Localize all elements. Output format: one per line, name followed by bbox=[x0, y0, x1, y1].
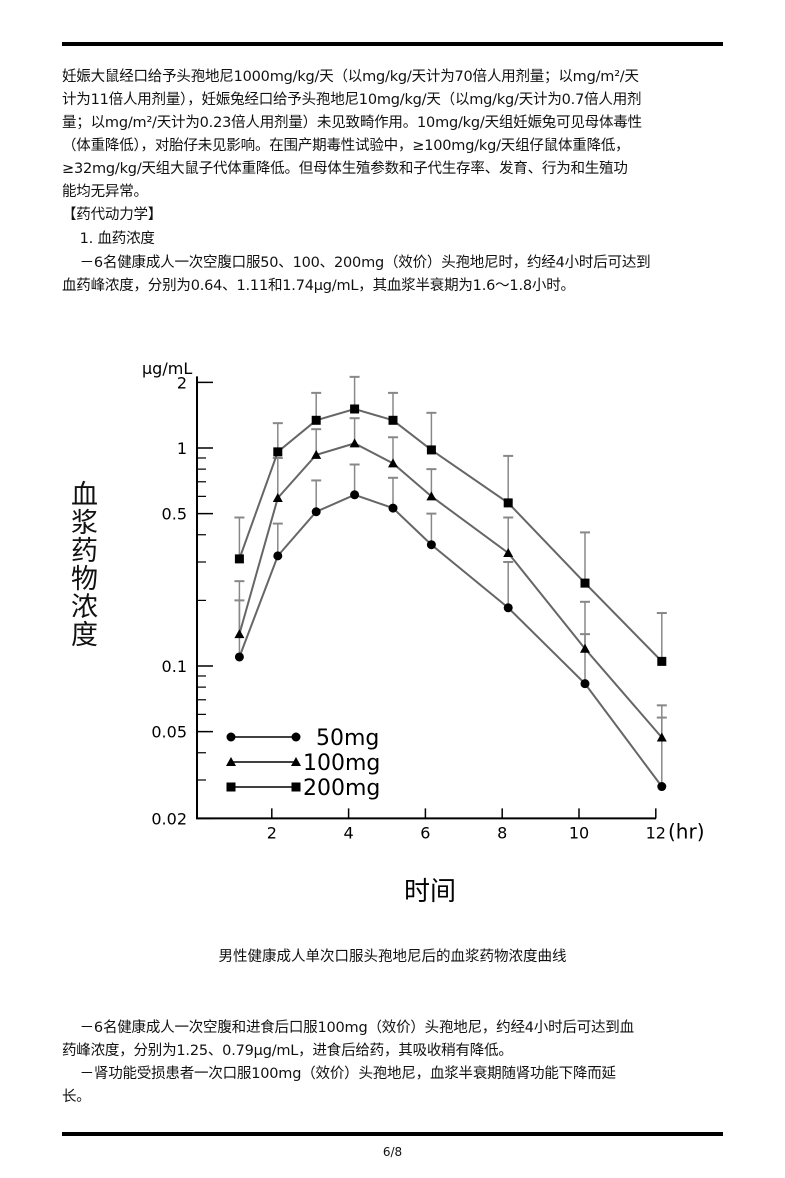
data-point bbox=[273, 447, 283, 457]
data-point bbox=[311, 507, 321, 517]
data-point bbox=[273, 551, 283, 561]
data-point bbox=[350, 404, 360, 414]
y-tick-label: 0.02 bbox=[151, 809, 187, 828]
page-number: 6/8 bbox=[382, 1145, 403, 1159]
text-line: 长。 bbox=[62, 1089, 91, 1105]
y-tick-label: 0.5 bbox=[162, 505, 187, 524]
y-unit-label: μg/mL bbox=[142, 359, 192, 378]
series-line bbox=[238, 407, 663, 663]
bottom-rule bbox=[62, 1132, 723, 1136]
data-point bbox=[234, 652, 244, 662]
series-50mg bbox=[234, 463, 667, 792]
x-tick-label: 2 bbox=[267, 823, 277, 842]
text-line: ≥32mg/kg/天组大鼠子代体重降低。但母体生殖参数和子代生存率、发育、行为和… bbox=[62, 161, 628, 177]
text-line: －肾功能受损患者一次口服100mg（效价）头孢地尼，血浆半衰期随肾功能下降而延 bbox=[62, 1066, 616, 1082]
data-point bbox=[657, 782, 667, 792]
text-line: （体重降低），对胎仔未见影响。在围产期毒性试验中，≥100mg/kg/天组仔鼠体… bbox=[62, 138, 630, 154]
chart-y-label: 血浆药物浓度 bbox=[66, 480, 97, 648]
concentration-chart: 2 1 0.5 0.1 0.05 0.02 2 4 6 8 10 12 (hr) μg/mL 时间 50mg1… bbox=[142, 359, 705, 907]
legend-item-100mg: 100mg bbox=[226, 751, 380, 776]
data-point bbox=[272, 492, 283, 502]
legend-marker bbox=[226, 782, 236, 792]
series-line bbox=[238, 442, 663, 739]
text-line: 量；以mg/m²/天计为0.23倍人用剂量）未见致畸作用。10mg/kg/天组妊… bbox=[62, 115, 642, 131]
data-point bbox=[656, 732, 667, 742]
data-point bbox=[580, 679, 590, 689]
x-tick-label: 4 bbox=[344, 823, 354, 842]
data-point bbox=[426, 540, 436, 550]
x-tick-label: 8 bbox=[497, 823, 507, 842]
section-heading: 【药代动力学】 bbox=[62, 207, 163, 223]
legend-marker bbox=[291, 782, 301, 792]
data-point bbox=[388, 458, 398, 468]
text-line: －6名健康成人一次空腹口服50、100、200mg（效价）头孢地尼时，约经4小时… bbox=[62, 255, 651, 271]
legend-item-50mg: 50mg bbox=[226, 726, 379, 751]
legend-marker bbox=[226, 757, 236, 766]
data-point bbox=[580, 578, 590, 588]
x-axis-label: 时间 bbox=[404, 877, 456, 907]
top-rule bbox=[62, 42, 723, 46]
legend-item-200mg: 200mg bbox=[226, 776, 380, 801]
data-point bbox=[426, 491, 437, 501]
data-point bbox=[657, 656, 667, 666]
chart-caption: 男性健康成人单次口服头孢地尼后的血浆药物浓度曲线 bbox=[218, 949, 567, 965]
text-line: 能均无异常。 bbox=[62, 184, 148, 200]
data-point bbox=[503, 498, 513, 508]
x-tick-label: 12 bbox=[646, 823, 666, 842]
data-point bbox=[426, 445, 436, 455]
text-line: 血药峰浓度，分别为0.64、1.11和1.74μg/mL，其血浆半衰期为1.6～… bbox=[62, 278, 575, 294]
data-point bbox=[311, 415, 321, 425]
legend-marker bbox=[291, 757, 301, 766]
data-point bbox=[349, 438, 360, 448]
series-line bbox=[238, 493, 663, 788]
y-tick-label: 0.1 bbox=[162, 657, 187, 676]
data-point bbox=[388, 503, 398, 513]
data-point bbox=[503, 603, 513, 613]
data-point bbox=[503, 547, 514, 557]
legend-label: 200mg bbox=[303, 776, 380, 801]
subsection-heading: 1. 血药浓度 bbox=[62, 231, 155, 247]
x-tick-label: 6 bbox=[420, 823, 430, 842]
text-line: 药峰浓度，分别为1.25、0.79μg/mL，进食后给药，其吸收稍有降低。 bbox=[62, 1043, 513, 1059]
text-line: 计为11倍人用剂量），妊娠兔经口给予头孢地尼10mg/kg/天（以mg/kg/天… bbox=[62, 92, 642, 108]
y-tick-label: 0.05 bbox=[151, 723, 187, 742]
x-unit-label: (hr) bbox=[668, 819, 705, 843]
legend-label: 100mg bbox=[303, 751, 380, 776]
data-point bbox=[234, 629, 245, 639]
series-200mg bbox=[234, 375, 667, 666]
data-point bbox=[388, 415, 398, 425]
data-point bbox=[580, 643, 590, 653]
legend-marker bbox=[291, 732, 301, 742]
legend-label: 50mg bbox=[316, 726, 379, 751]
text-line: 妊娠大鼠经口给予头孢地尼1000mg/kg/天（以mg/kg/天计为70倍人用剂… bbox=[62, 69, 639, 85]
y-tick-label: 2 bbox=[177, 373, 187, 392]
y-tick-label: 1 bbox=[177, 439, 187, 458]
text-line: －6名健康成人一次空腹和进食后口服100mg（效价）头孢地尼，约经4小时后可达到… bbox=[62, 1020, 634, 1036]
series-100mg bbox=[234, 417, 667, 742]
data-point bbox=[311, 449, 322, 459]
data-point bbox=[234, 554, 244, 564]
legend-marker bbox=[226, 732, 236, 742]
x-tick-label: 10 bbox=[569, 823, 589, 842]
data-point bbox=[350, 490, 360, 500]
